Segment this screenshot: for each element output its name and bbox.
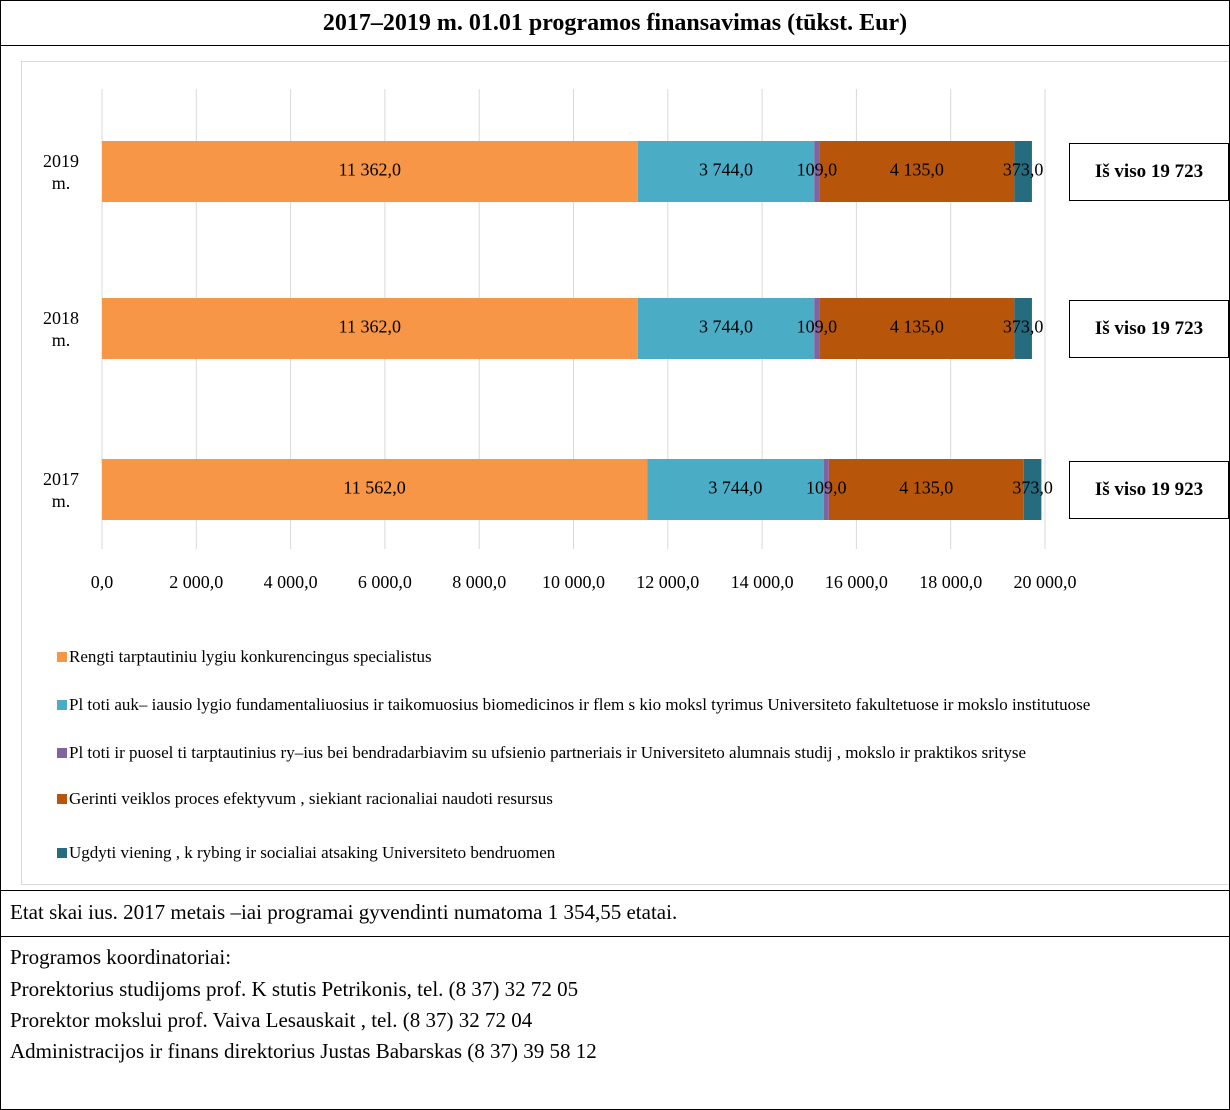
bar-segment (814, 141, 820, 202)
legend-label: Pl toti ir puosel ti tarptautinius ry–iu… (69, 743, 1027, 762)
total-box: Iš viso 19 923 (1069, 461, 1229, 519)
coordinator-line: Prorektorius studijoms prof. K stutis Pe… (10, 977, 579, 1001)
legend-label: Gerinti veiklos proces efektyvum , sieki… (69, 789, 553, 808)
staff-note: Etat skai ius. 2017 metais –iai programa… (10, 900, 678, 924)
data-label: 3 744,0 (708, 478, 762, 498)
coordinator-line: Administracijos ir finans direktorius Ju… (10, 1039, 597, 1063)
bar-segment (102, 298, 638, 359)
chart-area (21, 61, 1229, 885)
legend-swatch (57, 794, 67, 804)
coordinator-line: Prorektor mokslui prof. Vaiva Lesauskait… (10, 1008, 533, 1032)
data-label: 4 135,0 (890, 317, 944, 337)
total-box: Iš viso 19 723 (1069, 143, 1229, 201)
data-label: 11 362,0 (339, 317, 401, 337)
data-label: 3 744,0 (699, 317, 753, 337)
x-tick-label: 6 000,0 (358, 572, 412, 592)
legend-label: Ugdyti viening , k rybing ir socialiai a… (69, 843, 556, 862)
bar-segment (819, 298, 1015, 359)
y-tick-label: 2017 m. (43, 468, 79, 511)
x-tick-label: 4 000,0 (264, 572, 318, 592)
bar-segment (1014, 298, 1032, 359)
legend-swatch (57, 848, 67, 858)
legend-swatch (57, 700, 67, 710)
legend-swatch (57, 652, 67, 662)
data-label: 373,0 (1003, 160, 1044, 180)
bar-segment (637, 298, 815, 359)
bar-segment (647, 459, 824, 520)
bar-segment (637, 141, 815, 202)
y-tick-label: 2018 m. (43, 307, 79, 350)
data-label: 373,0 (1003, 317, 1044, 337)
bar-segment (102, 141, 638, 202)
coordinators-title: Programos koordinatoriai: (10, 945, 232, 969)
bar-segment (102, 459, 648, 520)
bar-segment (1023, 459, 1042, 520)
legend-swatch (57, 748, 67, 758)
data-label: 4 135,0 (890, 160, 944, 180)
divider (1, 936, 1229, 937)
bar-segment (823, 459, 829, 520)
x-tick-label: 16 000,0 (825, 572, 888, 592)
x-tick-label: 2 000,0 (169, 572, 223, 592)
x-tick-label: 12 000,0 (636, 572, 699, 592)
total-box: Iš viso 19 723 (1069, 300, 1229, 358)
x-tick-label: 20 000,0 (1014, 572, 1077, 592)
bar-segment (828, 459, 1024, 520)
data-label: 4 135,0 (899, 478, 953, 498)
data-label: 11 362,0 (339, 160, 401, 180)
x-tick-label: 0,0 (91, 572, 114, 592)
legend-label: Rengti tarptautiniu lygiu konkurencingus… (69, 647, 432, 666)
data-label: 373,0 (1012, 478, 1053, 498)
bar-segment (819, 141, 1015, 202)
bar-segment (1014, 141, 1032, 202)
legend-label: Pl toti auk– iausio lygio fundamentaliuo… (69, 695, 1091, 714)
chart-title: 2017–2019 m. 01.01 programos finansavima… (1, 1, 1229, 46)
data-label: 11 562,0 (343, 478, 405, 498)
data-label: 109,0 (797, 160, 838, 180)
data-label: 3 744,0 (699, 160, 753, 180)
x-tick-label: 10 000,0 (542, 572, 605, 592)
data-label: 109,0 (806, 478, 847, 498)
x-tick-label: 14 000,0 (731, 572, 794, 592)
divider (1, 890, 1229, 891)
y-tick-label: 2019 m. (43, 150, 79, 193)
x-tick-label: 8 000,0 (452, 572, 506, 592)
bar-segment (814, 298, 820, 359)
x-tick-label: 18 000,0 (919, 572, 982, 592)
data-label: 109,0 (797, 317, 838, 337)
